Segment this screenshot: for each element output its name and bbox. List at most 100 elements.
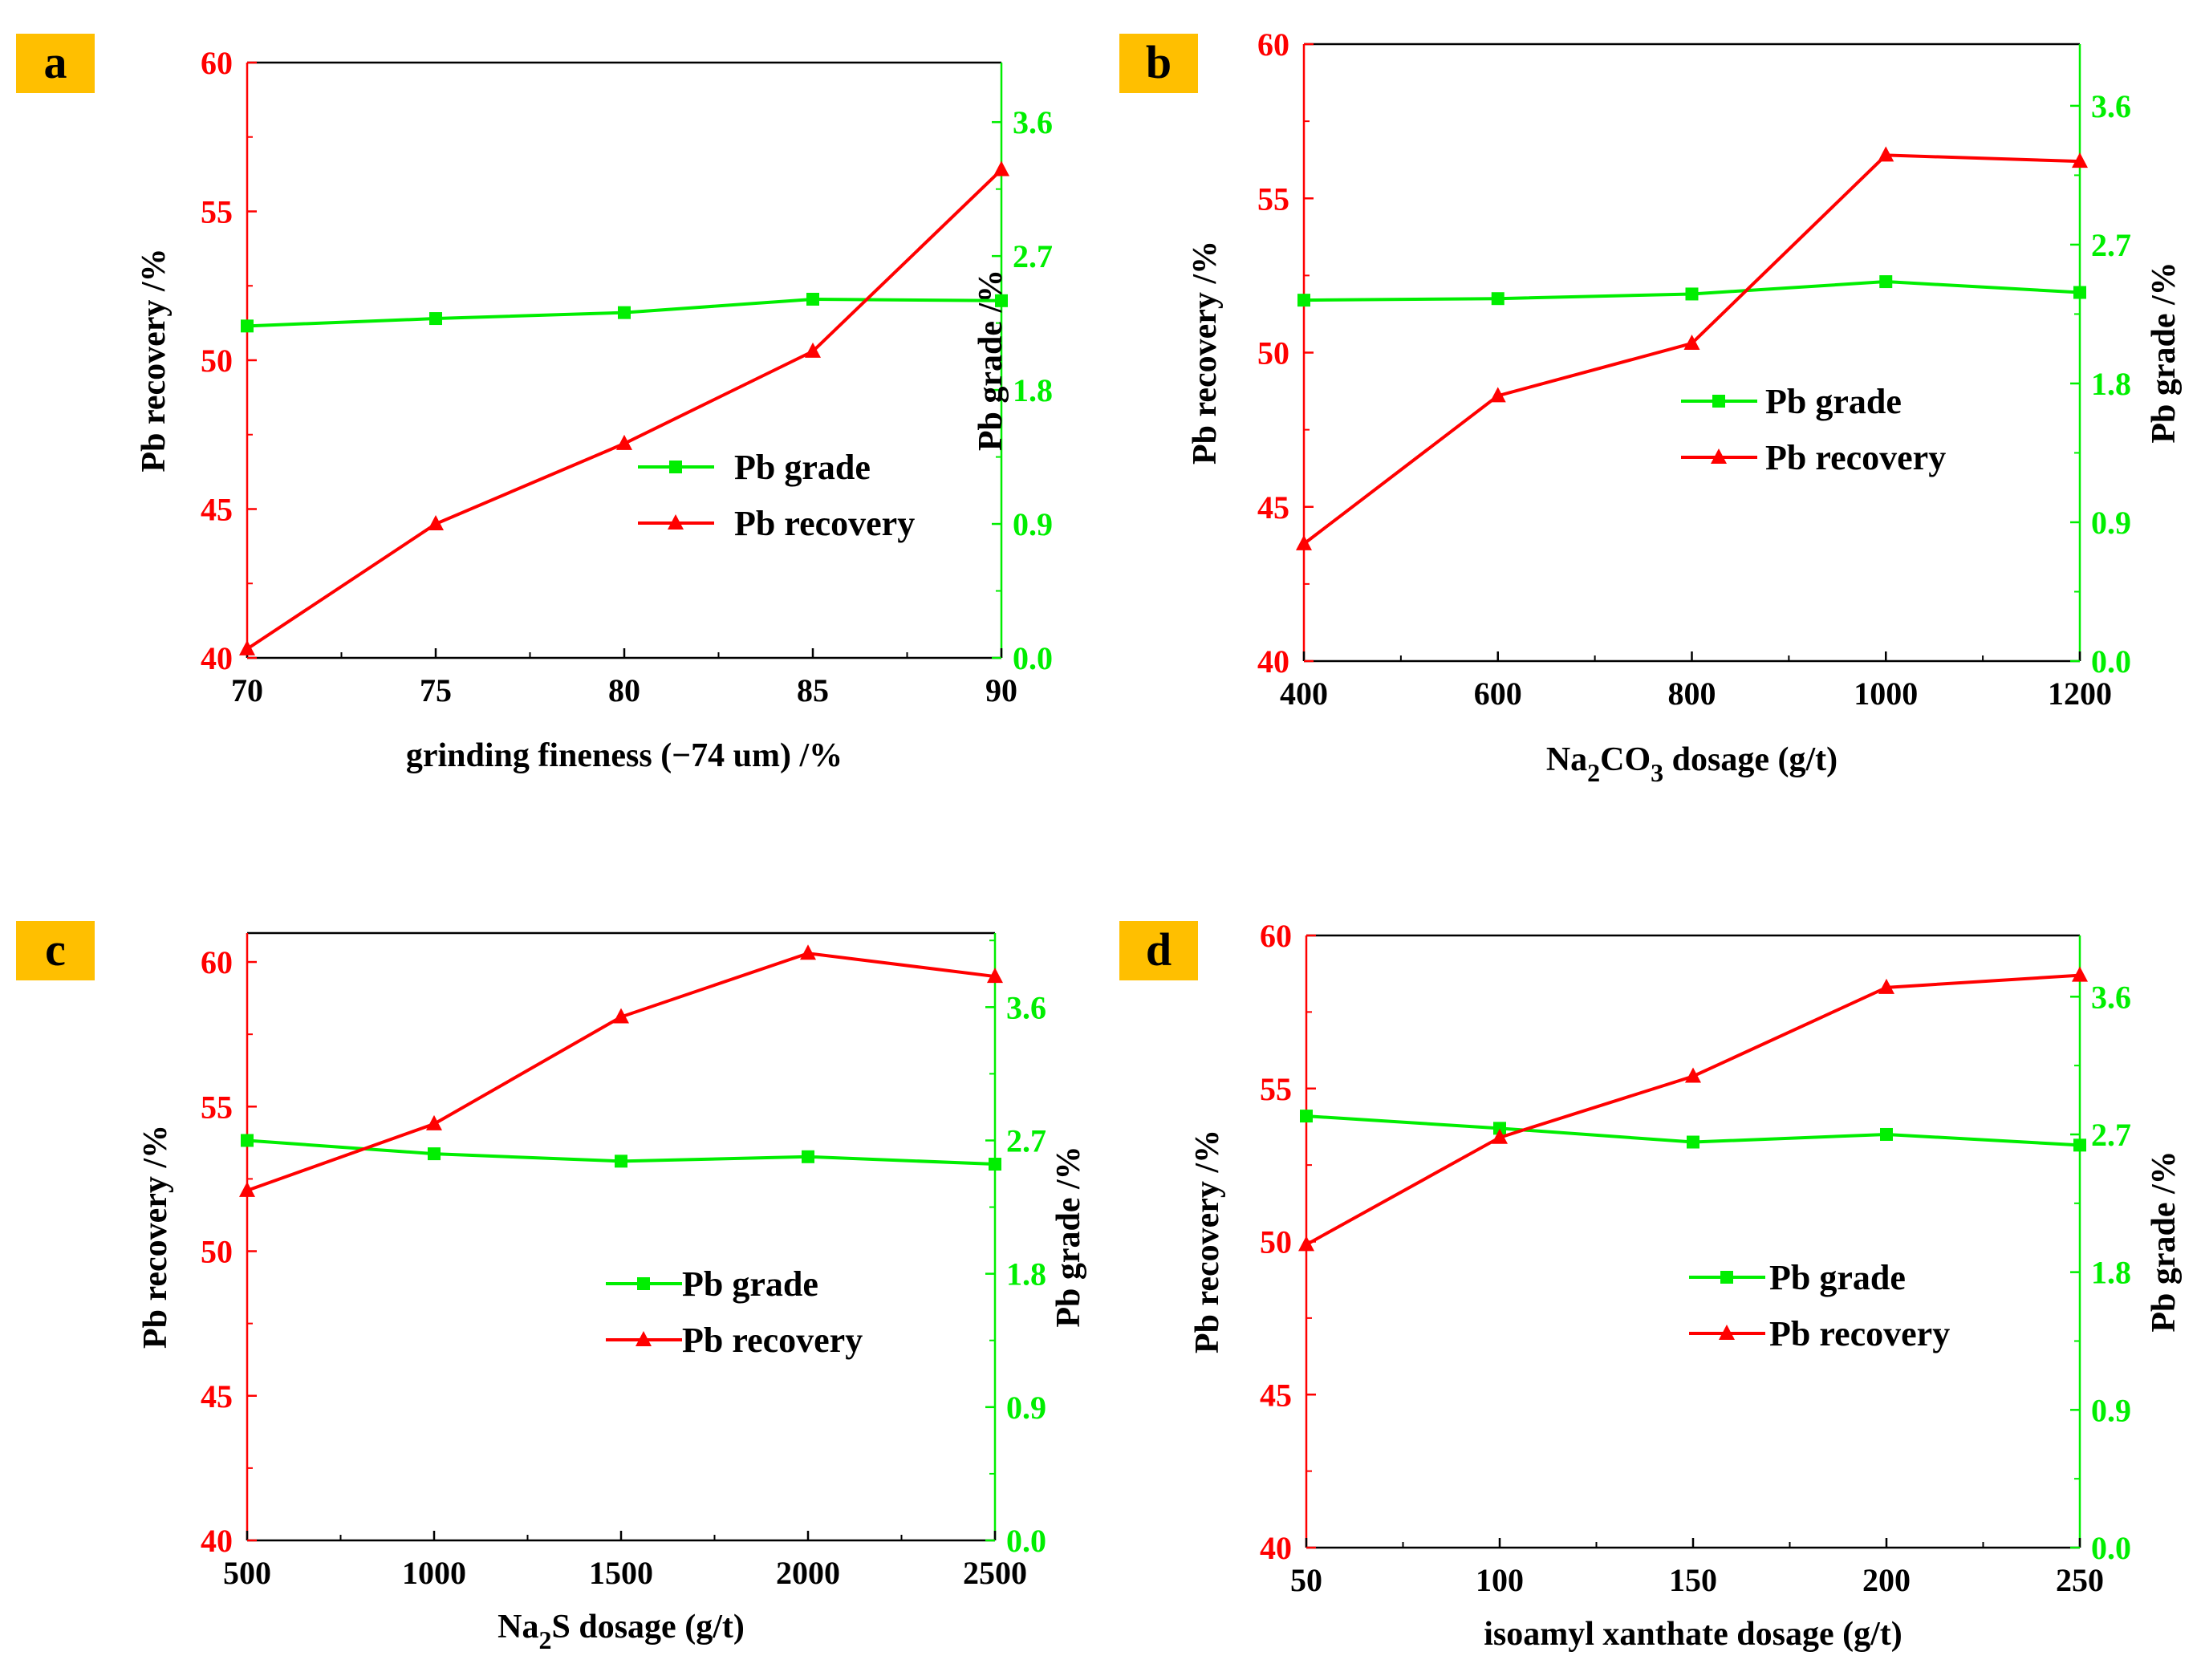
x-tick-label: 500 [223, 1555, 271, 1591]
x-axis-title-subscript: 3 [1651, 758, 1663, 787]
recovery-point [613, 1008, 629, 1024]
grade-point [1491, 292, 1505, 306]
recovery-point [2072, 966, 2088, 982]
y-left-tick-label: 45 [201, 1378, 233, 1414]
x-tick-label: 1200 [2048, 676, 2112, 712]
recovery-point [1683, 334, 1700, 350]
y-left-tick-label: 60 [201, 45, 233, 81]
x-tick-label: 1000 [402, 1555, 466, 1591]
grade-point [806, 292, 819, 306]
grade-point [1879, 275, 1893, 289]
legend-recovery-label: Pb recovery [734, 504, 915, 543]
x-axis-title-part: Na [497, 1609, 538, 1646]
y-left-tick-label: 60 [1257, 26, 1289, 63]
grade-point [2073, 1138, 2086, 1152]
y-left-axis-title: Pb recovery /% [1187, 241, 1224, 465]
grade-point [1300, 1110, 1313, 1123]
recovery-point [1492, 1128, 1508, 1144]
y-right-axis-title: Pb grade /% [2146, 262, 2183, 443]
y-right-tick-label: 0.9 [2091, 505, 2131, 541]
grade-point [2073, 286, 2086, 299]
x-axis-title: Na2CO3 dosage (g/t) [1546, 741, 1838, 787]
legend-recovery-label: Pb recovery [682, 1321, 863, 1360]
x-axis-title-part: dosage (g/t) [1663, 741, 1838, 778]
x-axis-title-part: S dosage (g/t) [552, 1609, 745, 1646]
x-tick-label: 80 [608, 672, 640, 708]
grade-point [1880, 1127, 1893, 1141]
recovery-point [616, 434, 632, 450]
x-tick-label: 600 [1474, 676, 1522, 712]
legend: Pb grade Pb recovery [1689, 1258, 1950, 1353]
y-right-tick-label: 1.8 [2091, 366, 2131, 402]
y-left-axis-title: Pb recovery /% [1189, 1130, 1226, 1353]
x-tick-label: 100 [1476, 1562, 1524, 1598]
recovery-point [1685, 1067, 1701, 1083]
panel-badge-label: b [1146, 36, 1172, 88]
y-left-tick-label: 60 [201, 944, 233, 980]
legend-recovery-label: Pb recovery [1769, 1314, 1950, 1353]
recovery-point [239, 639, 255, 655]
y-right-tick-label: 0.0 [1006, 1523, 1046, 1559]
grade-point [615, 1154, 627, 1168]
legend-grade-marker [669, 461, 682, 473]
grade-point [989, 1158, 1001, 1171]
y-left-tick-label: 50 [1257, 335, 1289, 371]
x-axis-title-subscript: 2 [1587, 758, 1600, 787]
panel-badge [1119, 34, 1198, 93]
legend: Pb grade Pb recovery [1681, 382, 1946, 477]
y-right-tick-label: 2.7 [1013, 238, 1053, 274]
y-left-tick-label: 55 [1257, 181, 1289, 217]
grade-point [1297, 294, 1310, 307]
y-left-tick-label: 55 [1260, 1071, 1292, 1107]
recovery-point [993, 160, 1009, 177]
legend: Pb grade Pb recovery [638, 448, 915, 543]
legend-recovery-marker [636, 1331, 652, 1346]
y-right-axis-title: Pb grade /% [1050, 1146, 1087, 1327]
legend-recovery-marker [668, 514, 684, 530]
y-left-tick-label: 50 [201, 343, 233, 379]
x-tick-label: 250 [2056, 1562, 2104, 1598]
legend-grade-label: Pb grade [1769, 1258, 1906, 1297]
x-axis-title: isoamyl xanthate dosage (g/t) [1484, 1616, 1902, 1653]
recovery-point [987, 968, 1003, 984]
legend-grade-label: Pb grade [1765, 382, 1902, 421]
panel-badge [1119, 921, 1198, 980]
grade-point [1687, 1135, 1699, 1149]
y-left-tick-label: 60 [1260, 918, 1292, 954]
x-axis-title-subscript: 2 [539, 1625, 552, 1654]
x-tick-label: 85 [797, 672, 829, 708]
y-right-axis-title: Pb grade /% [2146, 1150, 2183, 1332]
recovery-point [1298, 1236, 1314, 1252]
y-left-tick-label: 45 [1260, 1377, 1292, 1413]
grade-point [241, 1134, 254, 1147]
y-left-tick-label: 40 [201, 1523, 233, 1559]
y-right-tick-label: 0.9 [2091, 1392, 2131, 1428]
panel-badge [16, 921, 95, 980]
y-left-axis-title: Pb recovery /% [136, 248, 173, 472]
legend-grade-label: Pb grade [682, 1264, 818, 1304]
x-tick-label: 2500 [963, 1555, 1027, 1591]
grade-point [241, 319, 254, 333]
x-tick-label: 70 [231, 672, 263, 708]
y-left-tick-label: 50 [201, 1234, 233, 1270]
panel-b: b 400 600 800 1000 1200 40 45 50 55 60 0.0 0.9 1.8 2.7… [1119, 26, 2183, 787]
panel-a: a 70 75 80 85 90 40 45 50 55 60 0.0 0.9 1.8 2.7 3.6 Pb r… [16, 34, 1053, 774]
y-right-tick-label: 1.8 [2091, 1255, 2131, 1291]
y-left-tick-label: 40 [1260, 1530, 1292, 1566]
legend: Pb grade Pb recovery [606, 1264, 863, 1360]
x-tick-label: 50 [1290, 1562, 1322, 1598]
y-left-tick-label: 55 [201, 1089, 233, 1125]
y-right-tick-label: 2.7 [2091, 227, 2131, 263]
legend-grade-marker [1712, 395, 1725, 408]
legend-grade-label: Pb grade [734, 448, 871, 487]
panel-badge [16, 34, 95, 93]
x-tick-label: 2000 [776, 1555, 840, 1591]
y-right-tick-label: 3.6 [2091, 979, 2131, 1015]
grade-point [995, 294, 1008, 307]
legend-recovery-label: Pb recovery [1765, 438, 1946, 477]
y-right-tick-label: 0.9 [1013, 506, 1053, 542]
panel-d: d 50 100 150 200 250 40 45 50 55 60 0.0 0.9 1.8 2.7 3.6… [1119, 918, 2183, 1653]
y-left-tick-label: 45 [201, 492, 233, 528]
x-tick-label: 1000 [1854, 676, 1918, 712]
x-tick-label: 800 [1668, 676, 1716, 712]
